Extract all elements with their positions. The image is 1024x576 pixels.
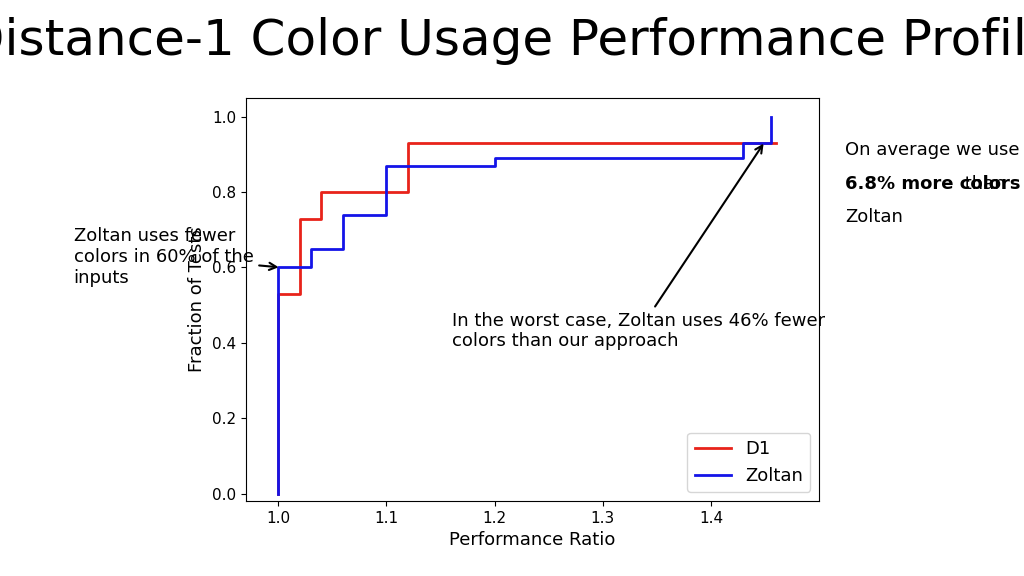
Legend: D1, Zoltan: D1, Zoltan	[687, 433, 810, 492]
Zoltan	[304, 245, 316, 252]
Zoltan	[380, 162, 392, 169]
D1	[770, 140, 782, 147]
D1	[272, 290, 285, 297]
D1	[401, 140, 414, 147]
Zoltan	[764, 113, 776, 120]
Zoltan	[488, 162, 501, 169]
Line: Zoltan: Zoltan	[279, 117, 770, 494]
Text: Distance-1 Color Usage Performance Profile: Distance-1 Color Usage Performance Profi…	[0, 17, 1024, 65]
D1	[759, 140, 771, 147]
D1	[358, 189, 371, 196]
D1	[488, 140, 501, 147]
Y-axis label: Fraction of Tests: Fraction of Tests	[188, 226, 206, 373]
D1	[358, 189, 371, 196]
Text: than: than	[959, 175, 1007, 192]
Zoltan	[737, 155, 750, 162]
D1	[294, 215, 306, 222]
Zoltan	[380, 211, 392, 218]
D1	[294, 290, 306, 297]
Zoltan	[272, 264, 285, 271]
D1	[315, 189, 328, 196]
Zoltan	[764, 140, 776, 147]
D1	[759, 140, 771, 147]
Text: Zoltan: Zoltan	[845, 208, 903, 226]
X-axis label: Performance Ratio: Performance Ratio	[450, 532, 615, 550]
Zoltan	[337, 211, 349, 218]
Text: In the worst case, Zoltan uses 46% fewer
colors than our approach: In the worst case, Zoltan uses 46% fewer…	[453, 146, 825, 350]
D1	[315, 215, 328, 222]
Text: On average we use: On average we use	[845, 141, 1019, 159]
Text: 6.8% more colors: 6.8% more colors	[845, 175, 1020, 192]
Zoltan	[304, 264, 316, 271]
Zoltan	[434, 162, 446, 169]
Line: D1: D1	[279, 143, 776, 494]
Zoltan	[337, 245, 349, 252]
Zoltan	[737, 140, 750, 147]
D1	[272, 490, 285, 497]
Zoltan	[488, 155, 501, 162]
D1	[401, 189, 414, 196]
Zoltan	[434, 162, 446, 169]
Zoltan	[272, 490, 285, 497]
D1	[488, 140, 501, 147]
Text: Zoltan uses fewer
colors in 60% of the
inputs: Zoltan uses fewer colors in 60% of the i…	[74, 227, 276, 286]
